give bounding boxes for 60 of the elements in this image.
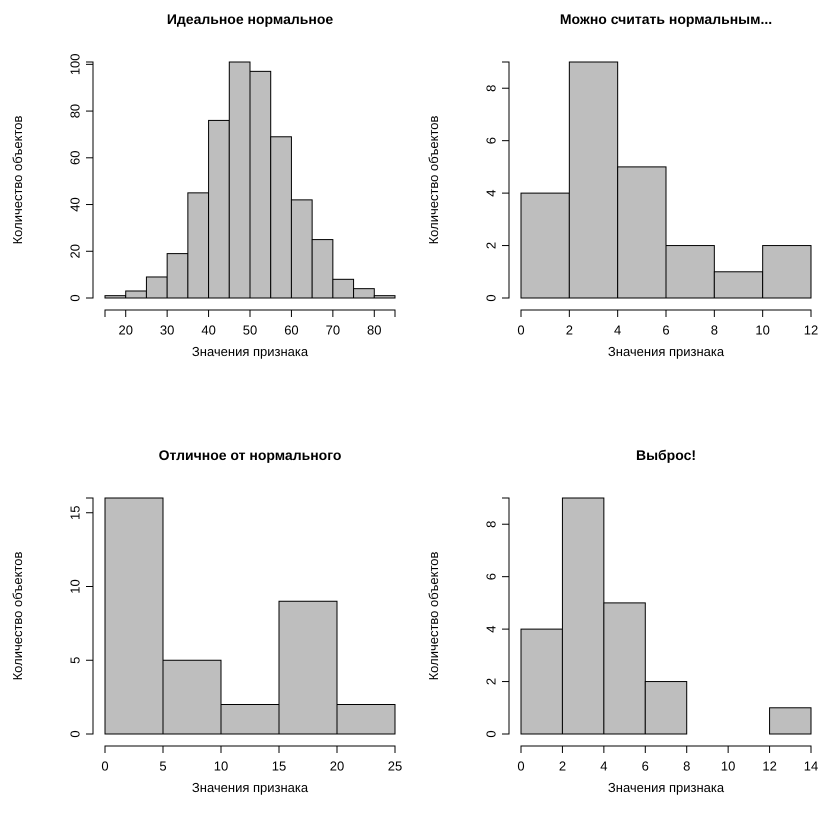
x-tick-label: 5	[159, 758, 167, 774]
y-tick-label: 0	[68, 730, 83, 738]
x-tick-label: 12	[762, 758, 777, 774]
x-tick-label: 0	[101, 758, 109, 774]
x-tick-label: 0	[517, 322, 525, 338]
y-tick-label: 80	[68, 104, 83, 118]
y-axis-title: Количество объектов	[10, 552, 25, 680]
y-tick-label: 8	[484, 84, 499, 92]
x-tick-label: 50	[242, 322, 258, 338]
y-tick-label: 60	[68, 150, 83, 166]
x-tick-label: 2	[558, 758, 566, 774]
x-tick-label: 10	[755, 322, 770, 338]
x-tick-label: 4	[614, 322, 622, 338]
x-tick-label: 20	[118, 322, 133, 338]
x-tick-label: 70	[326, 322, 340, 338]
x-tick-label: 25	[388, 758, 402, 774]
y-tick-label: 0	[484, 294, 499, 302]
y-tick-label: 6	[484, 137, 499, 144]
x-tick-label: 15	[272, 758, 286, 774]
chart-title: Отличное от нормального	[158, 447, 342, 463]
x-tick-label: 6	[662, 322, 670, 338]
x-tick-label: 12	[804, 322, 818, 338]
x-tick-label: 4	[600, 758, 608, 774]
x-tick-label: 2	[566, 322, 573, 338]
x-axis-title: Значения признака	[192, 344, 309, 359]
x-axis-title: Значения признака	[608, 344, 725, 359]
y-tick-label: 6	[484, 573, 499, 580]
x-tick-label: 60	[284, 322, 299, 338]
y-tick-label: 0	[484, 730, 499, 738]
y-axis-title: Количество объектов	[10, 116, 25, 244]
y-tick-label: 20	[68, 244, 83, 258]
y-axis-title: Количество объектов	[426, 116, 441, 244]
x-tick-label: 8	[683, 758, 690, 774]
y-axis-title: Количество объектов	[426, 552, 441, 680]
x-tick-label: 30	[160, 322, 174, 338]
x-tick-label: 10	[720, 758, 736, 774]
x-tick-label: 0	[517, 758, 525, 774]
y-tick-label: 40	[68, 197, 83, 212]
y-tick-label: 2	[484, 678, 499, 686]
x-axis-title: Значения признака	[192, 780, 309, 795]
chart-title: Идеальное нормальное	[166, 11, 334, 27]
y-tick-label: 2	[484, 242, 499, 250]
y-tick-label: 15	[68, 506, 83, 520]
y-tick-label: 4	[484, 189, 499, 197]
x-tick-label: 8	[710, 322, 718, 338]
x-axis-title: Значения признака	[608, 780, 725, 795]
chart-title: Выброс!	[636, 447, 696, 463]
x-tick-label: 40	[201, 322, 216, 338]
y-tick-label: 4	[484, 625, 499, 633]
x-tick-label: 80	[367, 322, 382, 338]
y-tick-label: 5	[68, 656, 83, 664]
chart-title: Можно считать нормальным...	[560, 11, 772, 27]
x-tick-label: 20	[330, 758, 344, 774]
y-tick-label: 0	[68, 294, 83, 302]
x-tick-label: 10	[214, 758, 228, 774]
y-tick-label: 8	[484, 520, 499, 528]
y-tick-label: 10	[68, 579, 83, 594]
x-tick-label: 6	[642, 758, 649, 774]
y-tick-label: 100	[68, 53, 83, 76]
x-tick-label: 14	[804, 758, 818, 774]
